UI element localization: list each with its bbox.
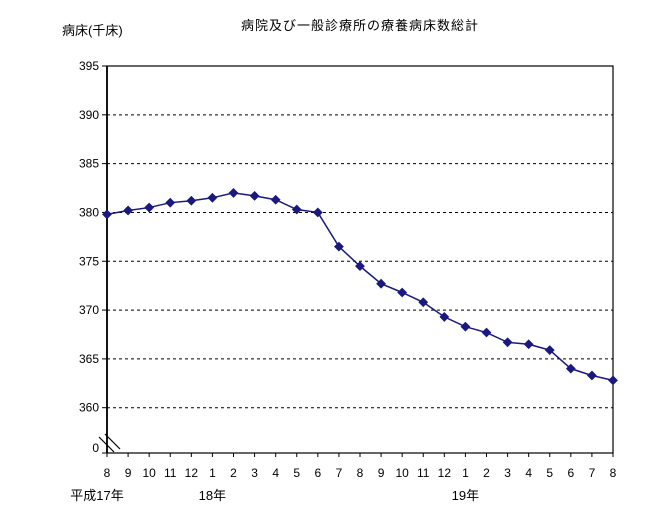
data-point-marker-21 [544, 345, 555, 356]
chart-title: 病院及び一般診療所の療養病床数総計 [240, 18, 479, 33]
data-point-marker-17 [460, 321, 471, 332]
x-tick-label-6: 2 [230, 466, 237, 480]
x-tick-label-0: 8 [104, 466, 111, 480]
data-point-marker-16 [439, 311, 450, 322]
x-tick-label-15: 11 [417, 466, 430, 480]
x-tick-label-11: 7 [336, 466, 343, 480]
data-point-marker-22 [565, 363, 576, 374]
year-label-1: 18年 [199, 488, 226, 503]
x-tick-label-14: 10 [395, 466, 409, 480]
x-tick-label-19: 3 [504, 466, 511, 480]
x-tick-label-7: 3 [251, 466, 258, 480]
data-point-marker-11 [334, 241, 344, 252]
axis-break-slash-2 [104, 433, 121, 450]
data-point-marker-20 [523, 339, 534, 350]
data-point-marker-0 [102, 209, 112, 220]
data-point-marker-2 [144, 202, 155, 213]
x-tick-label-10: 6 [314, 466, 321, 480]
data-point-marker-23 [587, 370, 597, 381]
x-tick-label-9: 5 [293, 466, 300, 480]
y-tick-label-360: 360 [79, 401, 99, 415]
x-tick-label-18: 2 [483, 466, 490, 480]
data-point-marker-6 [228, 188, 239, 198]
x-tick-label-20: 4 [525, 466, 532, 480]
data-point-marker-8 [270, 194, 281, 205]
y-tick-label-375: 375 [79, 254, 99, 268]
x-tick-label-2: 10 [142, 466, 156, 480]
data-point-marker-14 [397, 287, 408, 298]
x-tick-label-3: 11 [164, 466, 177, 480]
y-tick-label-380: 380 [79, 205, 99, 219]
y-tick-label-370: 370 [79, 303, 99, 317]
x-tick-label-5: 1 [209, 466, 216, 480]
x-tick-label-12: 8 [357, 466, 364, 480]
y-tick-label-390: 390 [79, 108, 99, 122]
data-point-marker-13 [376, 278, 386, 289]
data-point-marker-19 [502, 337, 513, 348]
x-tick-label-23: 7 [589, 466, 596, 480]
axis-break-slash-1 [98, 436, 115, 453]
x-tick-label-1: 9 [125, 466, 132, 480]
plot-border [106, 65, 614, 454]
x-tick-label-21: 5 [546, 466, 553, 480]
x-tick-label-13: 9 [378, 466, 385, 480]
x-tick-label-17: 1 [462, 466, 469, 480]
x-tick-label-24: 8 [610, 466, 617, 480]
y-zero-label: 0 [92, 441, 99, 455]
data-point-marker-1 [123, 205, 133, 216]
data-point-marker-4 [186, 195, 197, 206]
y-tick-label-385: 385 [79, 157, 99, 171]
data-series-line-0 [106, 192, 614, 382]
x-tick-label-8: 4 [272, 466, 279, 480]
data-point-marker-12 [355, 261, 365, 272]
y-axis-unit-label: 病床(千床) [62, 23, 123, 38]
data-point-marker-7 [249, 190, 260, 201]
x-tick-label-22: 6 [567, 466, 574, 480]
data-point-marker-15 [418, 297, 429, 308]
y-tick-label-365: 365 [79, 352, 99, 366]
data-point-marker-5 [207, 192, 218, 203]
data-point-marker-24 [608, 375, 618, 386]
data-point-marker-9 [291, 204, 302, 215]
x-tick-label-16: 12 [438, 466, 452, 480]
x-tick-label-4: 12 [185, 466, 199, 480]
data-point-marker-18 [481, 327, 492, 338]
y-tick-label-395: 395 [79, 59, 99, 73]
data-point-marker-10 [312, 207, 323, 218]
data-point-marker-3 [165, 197, 176, 208]
year-label-2: 19年 [452, 488, 479, 503]
year-label-0: 平成17年 [70, 488, 123, 503]
